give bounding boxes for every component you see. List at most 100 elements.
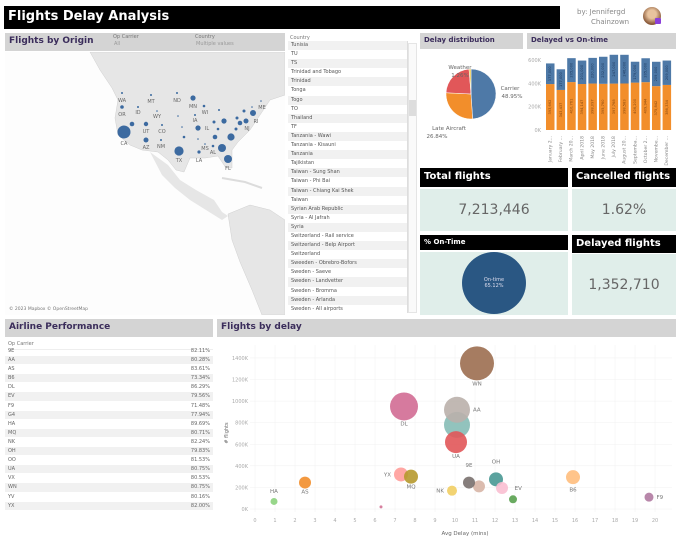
origin-marker[interactable] [224,155,232,163]
bar-delayed[interactable] [641,58,650,83]
map-attribution[interactable]: © 2023 Mapbox © OpenStreetMap [9,307,88,312]
bar-ontime[interactable] [556,89,566,130]
origin-marker[interactable] [237,120,243,126]
airline-row[interactable]: 9E 82.11% [5,347,213,357]
country-list-item[interactable]: TS [288,59,407,69]
bar-delayed[interactable] [567,58,576,83]
pie-slice[interactable] [445,68,472,95]
scatter-bubble[interactable] [447,485,457,496]
country-list-item[interactable]: Tanzania - Kisauni [291,142,336,149]
origin-marker[interactable] [150,94,152,96]
delay-scatter-chart[interactable]: 0 1 2 3 4 5 6 7 8 9 10 11 12 13 14 15 16 17 18 19 200K200K40… [217,338,680,544]
scatter-bubble[interactable] [445,431,467,454]
scatter-bubble[interactable] [270,497,278,505]
airline-row[interactable]: NK 82.24% [5,438,213,448]
airline-row[interactable]: MQ 80.71% [5,428,213,438]
origin-marker[interactable] [212,134,218,140]
bar-ontime[interactable] [652,86,661,130]
scatter-bubble[interactable] [460,346,494,381]
origin-marker[interactable] [234,127,238,131]
country-list-item[interactable]: Sweden - All airports [291,305,343,312]
origin-marker[interactable] [242,109,246,113]
scatter-bubble[interactable] [299,476,311,489]
airline-row[interactable]: YV 80.16% [5,493,213,502]
origin-marker[interactable] [197,150,201,154]
bar-ontime[interactable] [588,83,597,130]
origin-marker[interactable] [117,125,131,139]
bar-ontime[interactable] [630,82,640,130]
monthly-bar-chart[interactable]: 0K 200K 400K 600K 393,662 177,000 January 2...… [527,50,680,166]
origin-marker[interactable] [174,146,184,156]
bar-ontime[interactable] [662,84,672,130]
origin-marker[interactable] [137,106,139,108]
bar-ontime[interactable] [641,82,650,130]
origin-marker[interactable] [221,118,227,124]
country-list-item[interactable]: Tajikistan [291,160,315,167]
bar-delayed[interactable] [599,56,608,84]
airline-row[interactable]: OH 79.83% [5,447,213,457]
origin-marker[interactable] [212,120,216,124]
country-list-item[interactable]: Syrian Arab Republic [288,204,407,214]
country-list-item[interactable]: Taiwan [291,196,309,203]
country-list-item[interactable]: Trinidad and Tobago [291,69,342,76]
country-list-item[interactable]: Sweden - Bromma [291,287,337,294]
origin-marker[interactable] [121,92,123,94]
origin-marker[interactable] [160,139,162,141]
filter-country-value[interactable]: Multiple values [196,41,234,47]
origin-marker[interactable] [143,121,149,127]
airline-row[interactable]: WN 80.75% [5,483,213,493]
origin-marker[interactable] [129,121,135,127]
country-list-item[interactable]: Taiwan - Chiang Kai Shek [288,186,407,196]
country-list-item[interactable]: Sweden - Arlanda [288,295,407,305]
bar-delayed[interactable] [662,60,672,85]
country-list-item[interactable]: Sweden - Saeve [291,269,332,276]
country-list-item[interactable]: Sweden - Landvetter [288,277,407,287]
airline-row[interactable]: OO 81.53% [5,456,213,466]
bar-delayed[interactable] [630,61,640,83]
airline-row[interactable]: AS 83.61% [5,365,213,375]
bar-ontime[interactable] [609,83,619,130]
origin-marker[interactable] [177,115,179,117]
pie-slice[interactable] [468,68,472,95]
origin-marker[interactable] [182,135,186,139]
bar-delayed[interactable] [588,57,597,84]
country-list-item[interactable]: Switzerland [291,251,321,258]
origin-marker[interactable] [243,118,249,124]
airline-row[interactable]: HA 89.69% [5,420,213,429]
country-list-item[interactable]: Taiwan - Sung Shan [288,168,407,178]
origin-marker[interactable] [202,104,206,108]
origin-marker[interactable] [176,92,178,94]
scatter-bubble[interactable] [473,480,485,493]
bar-delayed[interactable] [609,54,619,84]
country-list-item[interactable]: Tanzania - Wawi [288,131,407,142]
scatter-bubble[interactable] [463,476,475,489]
country-list-item[interactable]: Sweeden - Obrebro-Bofors [288,259,407,269]
scatter-bubble[interactable] [566,470,580,485]
airline-row[interactable]: VX 80.53% [5,474,213,484]
country-list-scrollbar[interactable] [408,43,417,313]
origin-marker[interactable] [161,124,163,126]
scatter-bubble[interactable] [644,492,654,502]
country-list-item[interactable]: Switzerland - Belp Airport [288,241,407,251]
bar-delayed[interactable] [556,69,566,90]
scatter-bubble[interactable] [496,481,508,494]
country-list-item[interactable]: Syria [288,222,407,232]
scatter-bubble[interactable] [379,505,383,509]
country-list[interactable]: Tunisia TU TS Trinidad and Tobago Trinidad To… [288,41,408,313]
airline-row[interactable]: G4 77.94% [5,410,213,420]
country-list-item[interactable]: Tunisia [288,41,407,51]
scatter-bubble[interactable] [404,469,418,484]
scatter-bubble[interactable] [444,396,470,423]
pie-slice[interactable] [470,68,497,120]
scatter-bubble[interactable] [390,392,418,421]
origin-marker[interactable] [181,126,183,128]
origin-marker[interactable] [235,116,239,120]
airline-row[interactable]: AA 80.28% [5,356,213,366]
country-list-item[interactable]: TU [291,51,298,58]
bar-delayed[interactable] [652,61,661,87]
bar-ontime[interactable] [567,82,576,130]
origin-marker[interactable] [204,143,206,145]
pie-slice[interactable] [445,92,473,120]
country-list-item[interactable]: Tanzania [288,150,407,160]
bar-delayed[interactable] [620,54,629,84]
